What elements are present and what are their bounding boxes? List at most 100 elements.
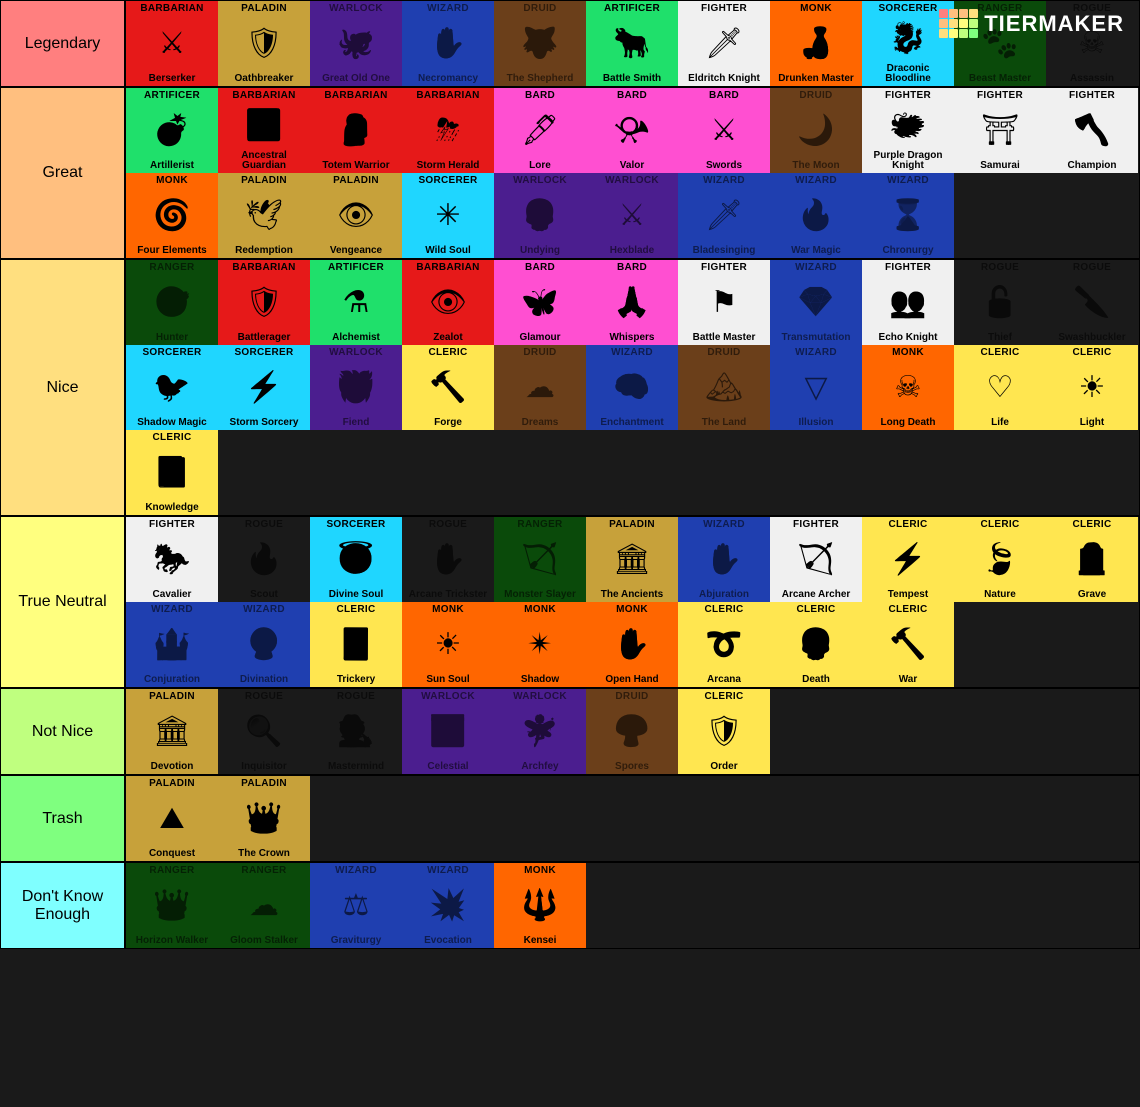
- class-card[interactable]: MONK✴Shadow: [494, 602, 586, 687]
- class-card[interactable]: MONK☠Long Death: [862, 345, 954, 430]
- class-card[interactable]: ARTIFICER⚗Alchemist: [310, 260, 402, 345]
- class-card[interactable]: FIGHTER🐎Cavalier: [126, 517, 218, 602]
- class-card[interactable]: MONK🔱Kensei: [494, 863, 586, 948]
- card-subclass-label: Shadow: [521, 675, 559, 685]
- class-card[interactable]: PALADIN👁Vengeance: [310, 173, 402, 258]
- class-card[interactable]: WIZARD✋Abjuration: [678, 517, 770, 602]
- class-card[interactable]: CLERIC📕Knowledge: [126, 430, 218, 515]
- class-card[interactable]: MONK☀Sun Soul: [402, 602, 494, 687]
- card-class-label: RANGER: [517, 519, 562, 530]
- class-card[interactable]: CLERIC🃏Trickery: [310, 602, 402, 687]
- class-card[interactable]: DRUID🏔The Land: [678, 345, 770, 430]
- class-card[interactable]: ROGUE✋Arcane Trickster: [402, 517, 494, 602]
- class-card[interactable]: WIZARD🗡Bladesinging: [678, 173, 770, 258]
- card-class-label: RANGER: [149, 865, 194, 876]
- class-card[interactable]: RANGER🏹Monster Slayer: [494, 517, 586, 602]
- class-card[interactable]: DRUID☁Dreams: [494, 345, 586, 430]
- class-card[interactable]: CLERIC⚡Tempest: [862, 517, 954, 602]
- card-subclass-label: Alchemist: [332, 333, 380, 343]
- class-card[interactable]: WIZARD🏰Conjuration: [126, 602, 218, 687]
- class-card[interactable]: WIZARD🔮Divination: [218, 602, 310, 687]
- class-card[interactable]: WIZARD💥Evocation: [402, 863, 494, 948]
- class-card[interactable]: PALADIN🛡Oathbreaker: [218, 1, 310, 86]
- class-card[interactable]: BARBARIAN⛈Storm Herald: [402, 88, 494, 173]
- class-card[interactable]: BARBARIAN🛡Battlerager: [218, 260, 310, 345]
- card-subclass-label: Thief: [988, 333, 1012, 343]
- class-card[interactable]: CLERIC🛡Order: [678, 689, 770, 774]
- class-card[interactable]: CLERIC➰Arcana: [678, 602, 770, 687]
- class-card[interactable]: SORCERER⚡Storm Sorcery: [218, 345, 310, 430]
- class-card[interactable]: DRUID🌙The Moon: [770, 88, 862, 173]
- class-card[interactable]: BARBARIAN⚔Berserker: [126, 1, 218, 86]
- class-card[interactable]: FIGHTER🐲Purple Dragon Knight: [862, 88, 954, 173]
- class-card[interactable]: BARD📯Valor: [586, 88, 678, 173]
- class-card[interactable]: WIZARD🔥War Magic: [770, 173, 862, 258]
- card-icon: ⚔: [619, 186, 646, 246]
- class-card[interactable]: MONK🍶Drunken Master: [770, 1, 862, 86]
- class-card[interactable]: BARD🦋Glamour: [494, 260, 586, 345]
- class-card[interactable]: PALADIN🕊Redemption: [218, 173, 310, 258]
- class-card[interactable]: MONK🌀Four Elements: [126, 173, 218, 258]
- class-card[interactable]: WIZARD💎Transmutation: [770, 260, 862, 345]
- class-card[interactable]: PALADIN🏛Devotion: [126, 689, 218, 774]
- class-card[interactable]: BARD⚔Swords: [678, 88, 770, 173]
- class-card[interactable]: CLERIC💀Death: [770, 602, 862, 687]
- class-card[interactable]: WIZARD✋Necromancy: [402, 1, 494, 86]
- class-card[interactable]: WIZARD⚖Graviturgy: [310, 863, 402, 948]
- class-card[interactable]: ROGUE🔓Thief: [954, 260, 1046, 345]
- card-class-label: BARD: [617, 90, 647, 101]
- class-card[interactable]: BARBARIAN🗿Totem Warrior: [310, 88, 402, 173]
- class-card[interactable]: FIGHTER⚑Battle Master: [678, 260, 770, 345]
- class-card[interactable]: BARBARIAN👪Ancestral Guardian: [218, 88, 310, 173]
- class-card[interactable]: FIGHTER⛩Samurai: [954, 88, 1046, 173]
- class-card[interactable]: ROGUE🔥Scout: [218, 517, 310, 602]
- class-card[interactable]: WIZARD🧠Enchantment: [586, 345, 678, 430]
- class-card[interactable]: SORCERER🐦Shadow Magic: [126, 345, 218, 430]
- class-card[interactable]: DRUID🐺The Shepherd: [494, 1, 586, 86]
- card-icon: ⚗: [343, 273, 370, 333]
- card-icon: 🕊: [245, 186, 283, 246]
- class-card[interactable]: PALADIN🏛The Ancients: [586, 517, 678, 602]
- class-card[interactable]: PALADIN⛰Conquest: [126, 776, 218, 861]
- card-subclass-label: Hunter: [156, 333, 188, 343]
- class-card[interactable]: CLERIC🔨Forge: [402, 345, 494, 430]
- card-icon: 🗿: [337, 101, 374, 161]
- class-card[interactable]: WARLOCK🎹Celestial: [402, 689, 494, 774]
- class-card[interactable]: RANGER☁Gloom Stalker: [218, 863, 310, 948]
- class-card[interactable]: FIGHTER🗡Eldritch Knight: [678, 1, 770, 86]
- card-subclass-label: Tempest: [888, 590, 928, 600]
- class-card[interactable]: ROGUE🕵Mastermind: [310, 689, 402, 774]
- class-card[interactable]: CLERIC☀Light: [1046, 345, 1138, 430]
- class-card[interactable]: PALADIN👑The Crown: [218, 776, 310, 861]
- class-card[interactable]: MONK✋Open Hand: [586, 602, 678, 687]
- class-card[interactable]: SORCERER😇Divine Soul: [310, 517, 402, 602]
- class-card[interactable]: FIGHTER👥Echo Knight: [862, 260, 954, 345]
- class-card[interactable]: CLERIC♡Life: [954, 345, 1046, 430]
- class-card[interactable]: CLERIC🍃Nature: [954, 517, 1046, 602]
- class-card[interactable]: WARLOCK⚔Hexblade: [586, 173, 678, 258]
- class-card[interactable]: CLERIC🪦Grave: [1046, 517, 1138, 602]
- class-card[interactable]: FIGHTER🏹Arcane Archer: [770, 517, 862, 602]
- class-card[interactable]: WARLOCK🧚Archfey: [494, 689, 586, 774]
- card-subclass-label: Whispers: [609, 333, 654, 343]
- class-card[interactable]: WARLOCK💀Undying: [494, 173, 586, 258]
- class-card[interactable]: SORCERER✳Wild Soul: [402, 173, 494, 258]
- class-card[interactable]: RANGER🎯Hunter: [126, 260, 218, 345]
- class-card[interactable]: RANGER👑Horizon Walker: [126, 863, 218, 948]
- class-card[interactable]: DRUID🍄Spores: [586, 689, 678, 774]
- card-icon: 🐦: [153, 358, 190, 418]
- class-card[interactable]: BARD🙏Whispers: [586, 260, 678, 345]
- class-card[interactable]: ROGUE🔪Swashbuckler: [1046, 260, 1138, 345]
- class-card[interactable]: BARD🖋Lore: [494, 88, 586, 173]
- card-class-label: DRUID: [615, 691, 648, 702]
- class-card[interactable]: WARLOCK🐙Great Old One: [310, 1, 402, 86]
- class-card[interactable]: ARTIFICER🐂Battle Smith: [586, 1, 678, 86]
- class-card[interactable]: WIZARD▽Illusion: [770, 345, 862, 430]
- class-card[interactable]: WARLOCK👹Fiend: [310, 345, 402, 430]
- class-card[interactable]: ARTIFICER💣Artillerist: [126, 88, 218, 173]
- class-card[interactable]: ROGUE🔍Inquisitor: [218, 689, 310, 774]
- class-card[interactable]: CLERIC🔨War: [862, 602, 954, 687]
- class-card[interactable]: FIGHTER🪓Champion: [1046, 88, 1138, 173]
- class-card[interactable]: WIZARD⌛Chronurgy: [862, 173, 954, 258]
- class-card[interactable]: BARBARIAN👁Zealot: [402, 260, 494, 345]
